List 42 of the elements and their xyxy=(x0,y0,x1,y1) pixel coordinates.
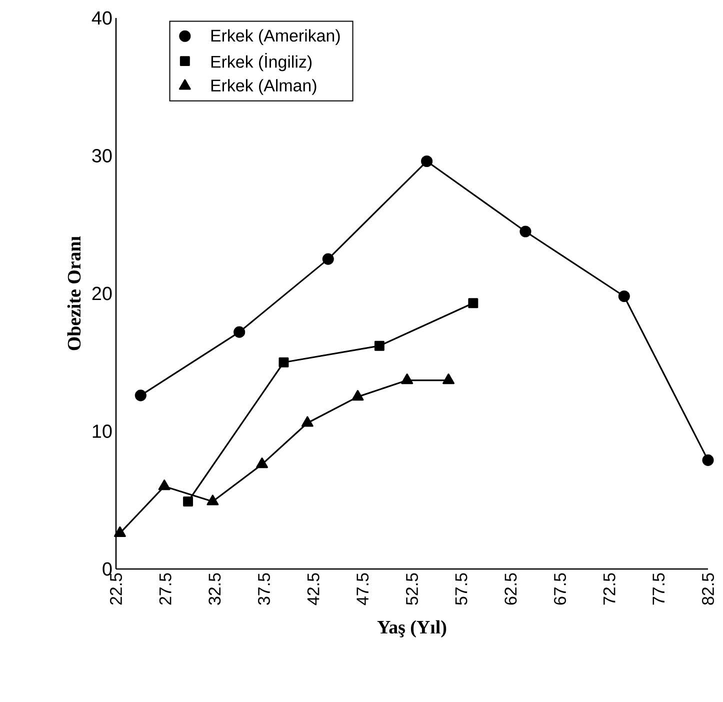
legend-label: Erkek (İngiliz) xyxy=(211,52,312,72)
point xyxy=(158,480,170,490)
point xyxy=(256,458,268,468)
point xyxy=(421,155,433,168)
y-tick-label: 10 xyxy=(92,424,112,438)
legend-label: Erkek (Alman) xyxy=(211,79,316,95)
point xyxy=(322,253,334,265)
y-tick-label: 30 xyxy=(92,149,112,162)
x-tick-label: 57.5 xyxy=(455,573,468,605)
x-tick-label: 22.5 xyxy=(110,573,122,605)
point xyxy=(206,494,219,506)
point xyxy=(183,496,194,506)
y-tick-label: 0 xyxy=(102,562,112,576)
point xyxy=(520,226,532,238)
y-tick-label: 40 xyxy=(92,11,112,25)
y-tick-label: 20 xyxy=(92,286,112,300)
x-tick-label: 42.5 xyxy=(307,573,320,606)
y-axis-title: Obezite Oranı xyxy=(67,236,81,350)
point xyxy=(114,526,126,537)
x-tick-label: 52.5 xyxy=(406,573,418,605)
x-tick-label: 37.5 xyxy=(258,573,270,605)
point xyxy=(618,290,630,302)
x-tick-label: 27.5 xyxy=(159,573,172,605)
x-tick-label: 77.5 xyxy=(652,573,665,605)
x-tick-label: 32.5 xyxy=(208,573,221,605)
point xyxy=(301,416,314,427)
point xyxy=(352,390,364,401)
point xyxy=(234,326,246,338)
point xyxy=(468,298,478,308)
x-tick-label: 67.5 xyxy=(554,573,566,605)
point xyxy=(278,357,289,368)
point xyxy=(442,374,454,384)
point xyxy=(401,374,414,384)
point xyxy=(134,390,146,402)
x-tick-label: 47.5 xyxy=(356,573,369,606)
x-axis-title: Yaş (Yıl) xyxy=(377,620,446,638)
x-tick-label: 62.5 xyxy=(504,573,517,605)
point xyxy=(374,340,384,351)
x-tick-label: 72.5 xyxy=(603,573,616,605)
x-tick-label: 82.5 xyxy=(702,573,714,605)
point xyxy=(702,454,714,466)
legend-label: Erkek (Amerikan) xyxy=(211,29,340,45)
